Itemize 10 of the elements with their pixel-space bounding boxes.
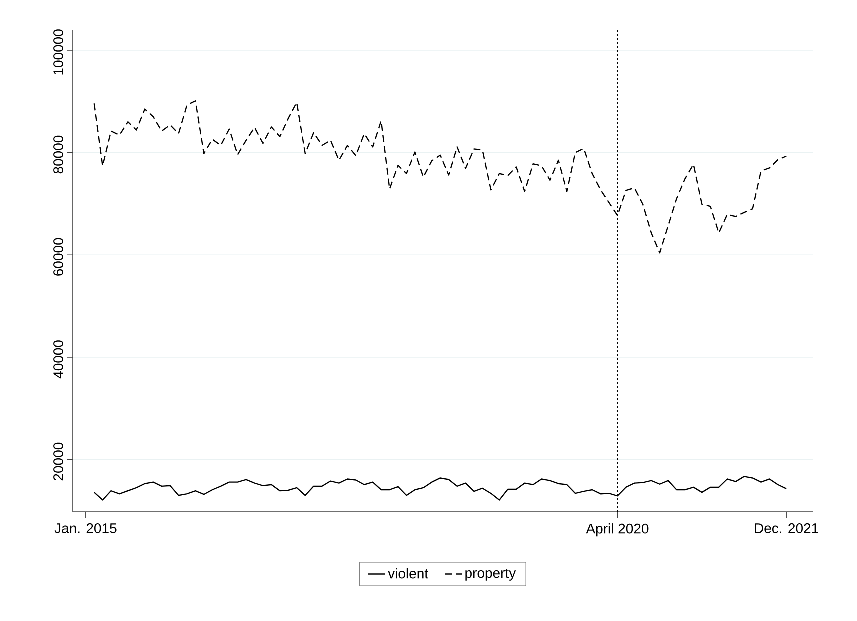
y-tick-label: 60000 [54, 238, 64, 276]
x-tick-label: April 2020 [586, 524, 649, 537]
y-tick-label: 80000 [54, 136, 64, 174]
x-tick-label: Dec. 2021 [755, 524, 818, 534]
y-tick-label: 40000 [54, 340, 64, 379]
y-tick-label: 20000 [54, 442, 64, 481]
legend-label: property [466, 568, 516, 581]
x-tick-label: Jan. 2015 [54, 524, 117, 534]
y-tick-label: 100000 [54, 30, 64, 75]
legend-label: violent [388, 568, 428, 579]
